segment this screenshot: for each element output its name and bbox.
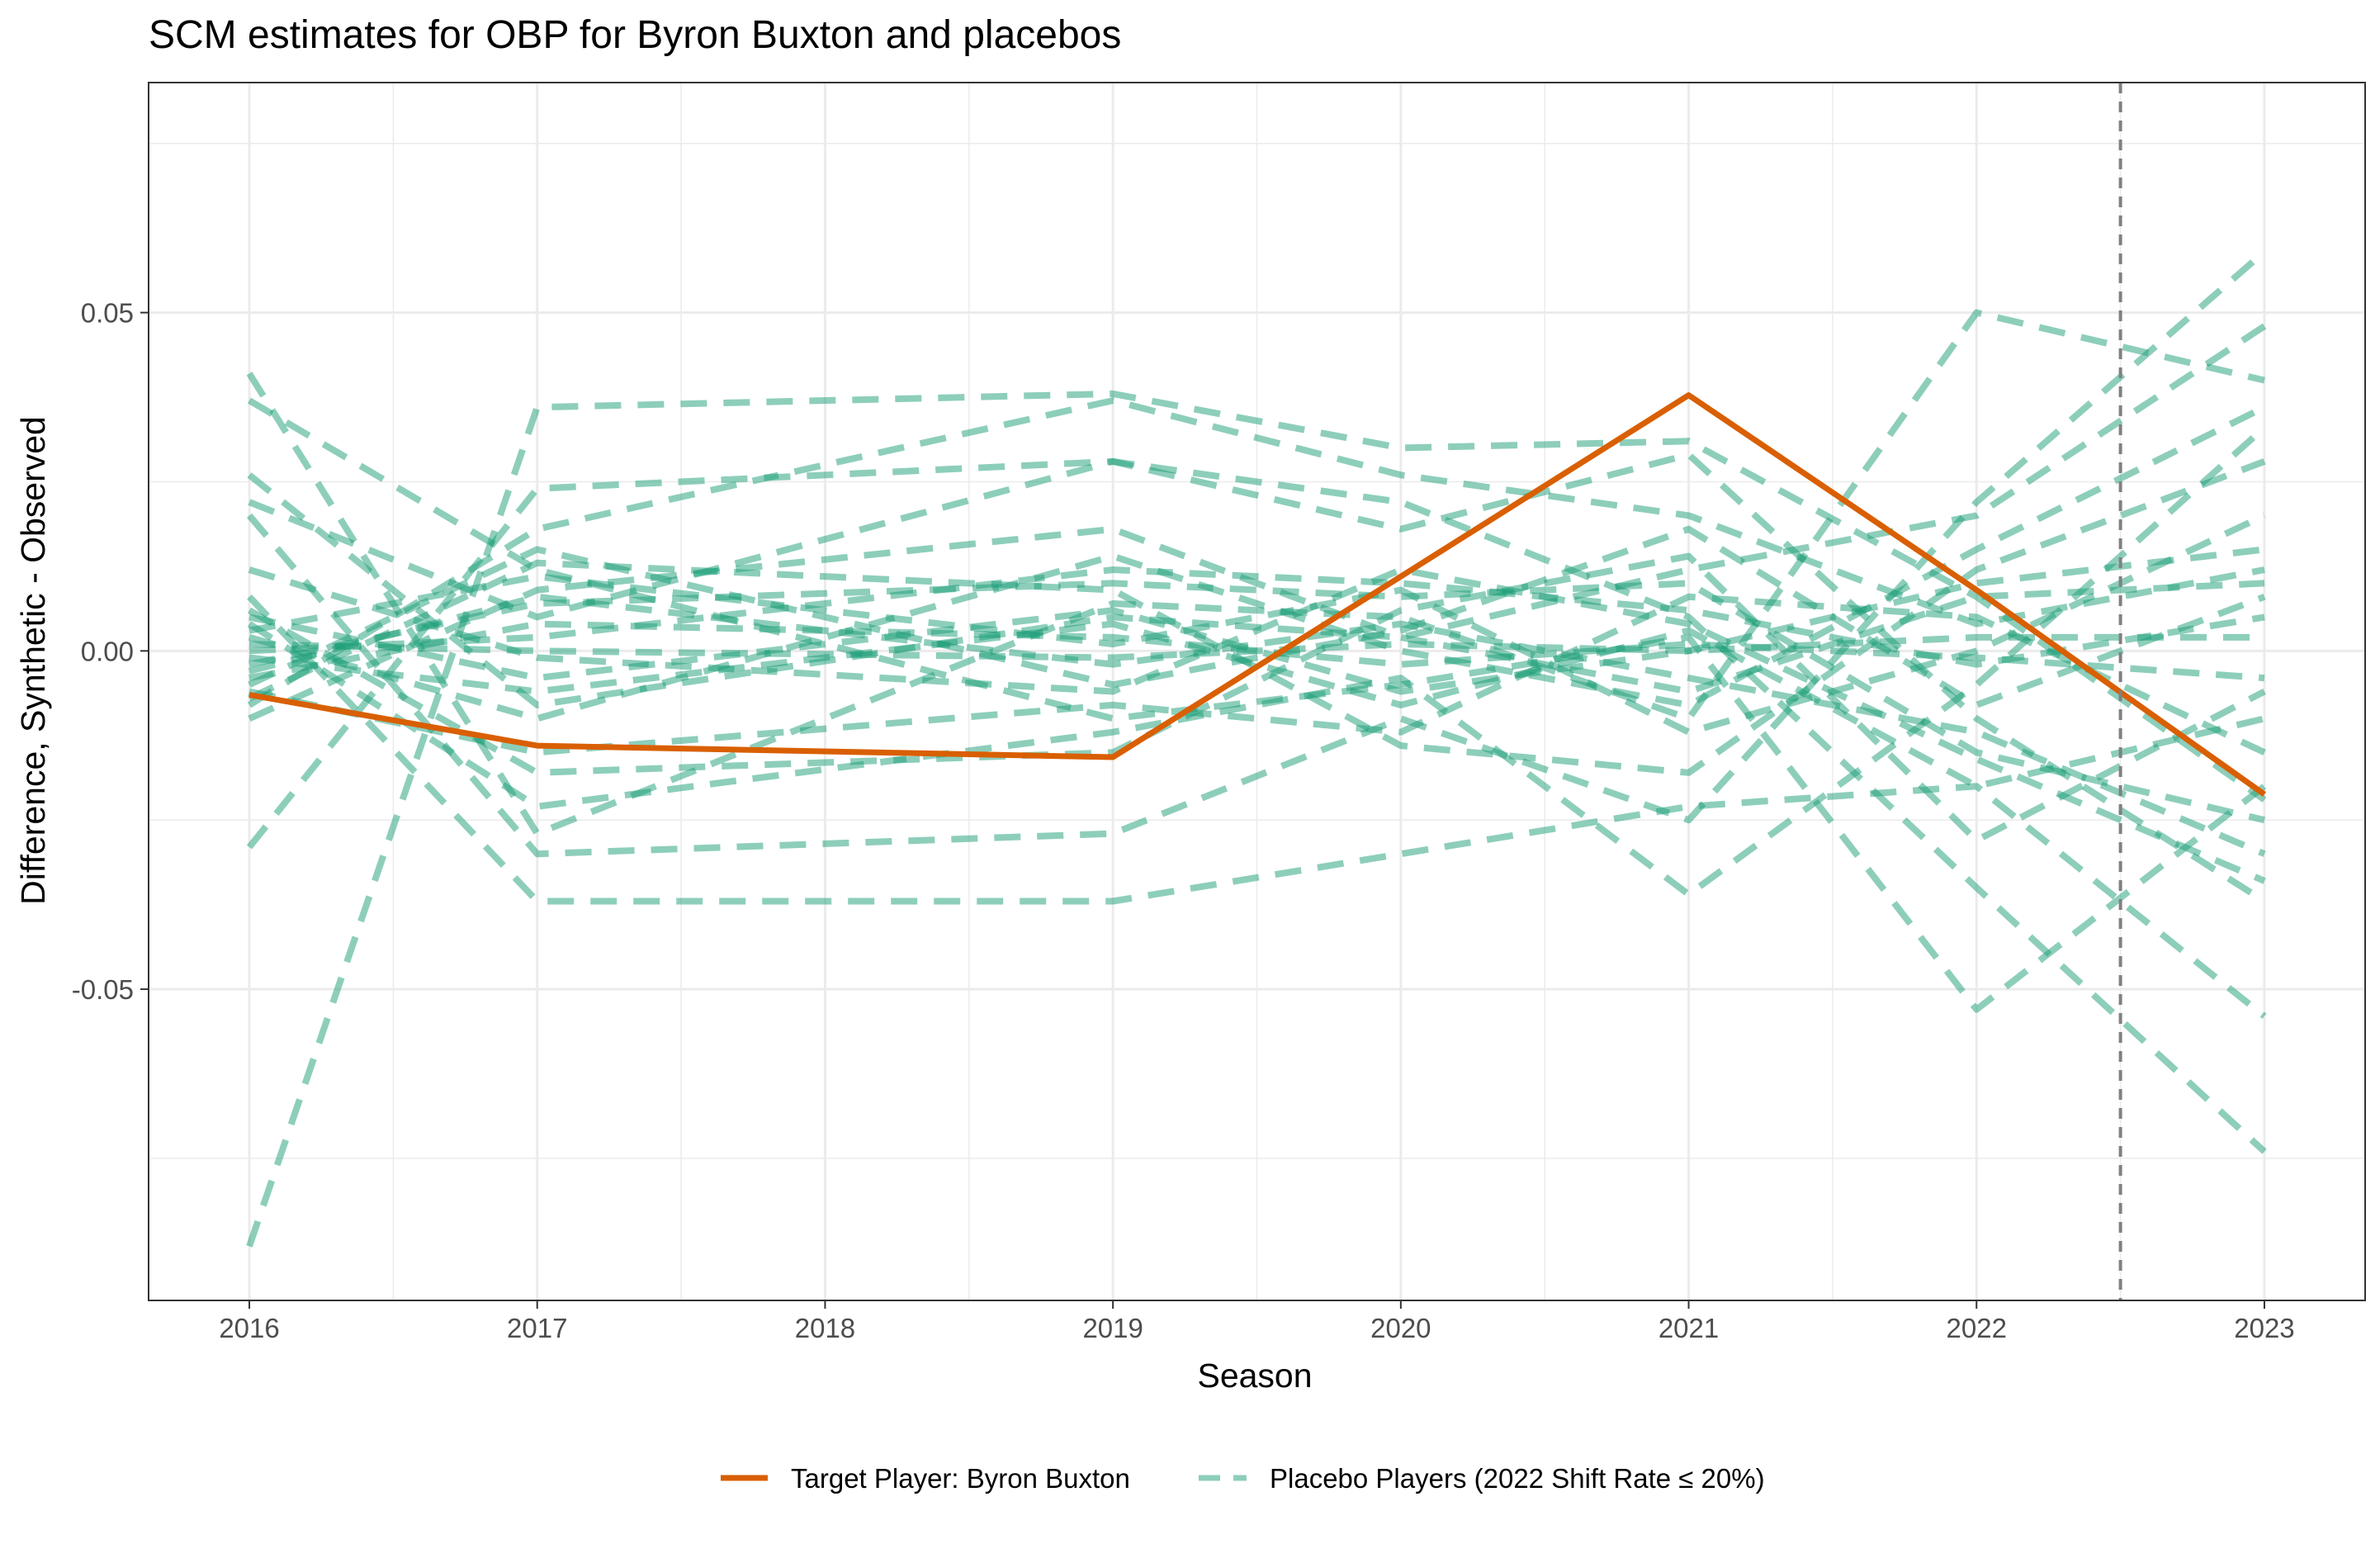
- placebo-series-line: [247, 424, 2267, 898]
- legend: Target Player: Byron Buxton Placebo Play…: [721, 1463, 1765, 1494]
- x-tick-label: 2017: [507, 1313, 567, 1343]
- legend-placebo-label: Placebo Players (2022 Shift Rate ≤ 20%): [1270, 1463, 1765, 1494]
- placebo-series-line: [247, 323, 2267, 708]
- target-series-group: [248, 392, 2267, 797]
- placebo-series-line: [248, 525, 2265, 722]
- placebo-series-line: [248, 593, 2266, 857]
- placebo-series-line: [248, 566, 2266, 884]
- x-axis: 2016 2017 2018 2019 2020 2021 2022 2023: [219, 1300, 2295, 1343]
- y-tick-label: 0.00: [81, 636, 134, 666]
- placebo-series-line: [248, 457, 2267, 1154]
- x-axis-title: Season: [1197, 1357, 1312, 1395]
- placebo-series-line: [246, 451, 2267, 904]
- placebo-series-line: [248, 512, 2266, 736]
- placebo-series-line: [248, 546, 2265, 695]
- placebo-series-line: [248, 620, 2265, 682]
- y-tick-label: 0.05: [81, 298, 134, 329]
- x-tick-label: 2021: [1658, 1313, 1719, 1343]
- y-tick-label: -0.05: [72, 974, 134, 1005]
- placebo-series-line: [248, 566, 2265, 668]
- x-tick-label: 2019: [1082, 1313, 1143, 1343]
- x-tick-label: 2018: [795, 1313, 855, 1343]
- placebo-series-line: [247, 397, 2265, 708]
- chart-title: SCM estimates for OBP for Byron Buxton a…: [149, 13, 1121, 57]
- placebo-series-line: [246, 249, 2267, 858]
- x-tick-label: 2020: [1370, 1313, 1431, 1343]
- x-tick-label: 2023: [2234, 1313, 2294, 1343]
- placebo-series-line: [248, 633, 2264, 661]
- placebo-series-line: [248, 620, 2265, 790]
- placebo-series-line: [248, 458, 2266, 776]
- placebo-series-line: [248, 593, 2266, 756]
- placebo-series-line: [248, 404, 2266, 722]
- placebo-series-line: [248, 552, 2266, 844]
- y-axis: -0.05 0.00 0.05: [72, 298, 149, 1005]
- panel-border: [148, 82, 2366, 1301]
- placebo-series-line: [246, 390, 2267, 1248]
- placebo-series-line: [246, 309, 2265, 837]
- placebo-series-group: [246, 249, 2267, 1248]
- x-tick-label: 2022: [1947, 1313, 2007, 1343]
- placebo-series-line: [248, 525, 2266, 708]
- target-series-line: [248, 392, 2267, 797]
- grid: [149, 83, 2365, 1300]
- legend-target-label: Target Player: Byron Buxton: [791, 1463, 1130, 1494]
- placebo-series-line: [247, 397, 2267, 1013]
- placebo-series-line: [247, 594, 2267, 1019]
- placebo-series-line: [248, 580, 2265, 824]
- x-tick-label: 2016: [219, 1313, 279, 1343]
- y-axis-title: Difference, Synthetic - Observed: [14, 416, 52, 905]
